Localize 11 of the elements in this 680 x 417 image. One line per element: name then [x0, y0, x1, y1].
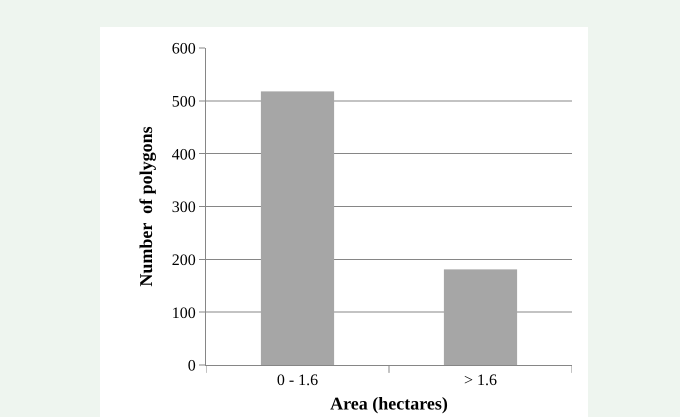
x-tick-label: > 1.6 [464, 372, 498, 390]
y-axis-title: Number of polygons [136, 126, 156, 287]
x-axis-title: Area (hectares) [330, 393, 448, 414]
y-tick-label: 500 [172, 93, 196, 110]
y-tick-label: 200 [172, 252, 196, 269]
y-tick-label: 0 [188, 358, 196, 375]
y-tick-label: 400 [172, 146, 196, 164]
y-tick-label: 600 [172, 40, 196, 58]
x-tick-label: 0 - 1.6 [276, 372, 318, 390]
y-tick-label: 300 [172, 199, 196, 216]
y-tick-label: 100 [172, 304, 196, 322]
